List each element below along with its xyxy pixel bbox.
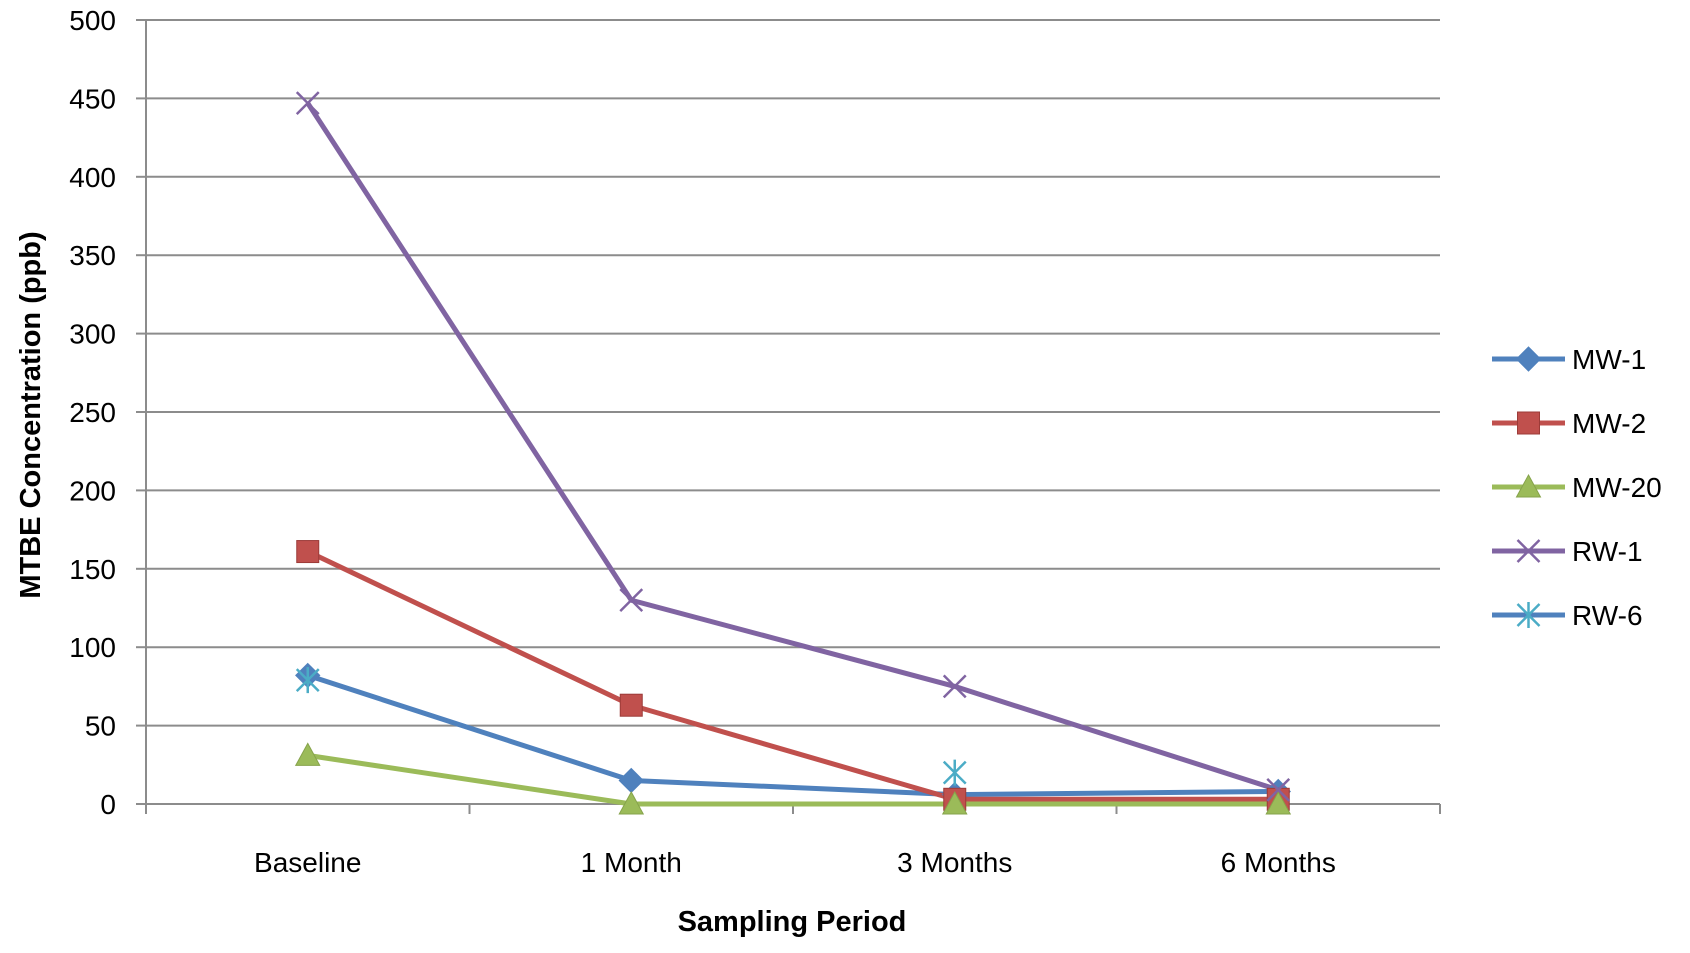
data-point-mw-1 xyxy=(618,767,644,794)
data-point-rw-6 xyxy=(295,667,320,694)
data-point-mw-20 xyxy=(294,742,321,766)
legend-item-mw-2: MW-2 xyxy=(1492,408,1646,439)
legend-item-mw-20: MW-20 xyxy=(1492,472,1662,503)
y-tick-label: 0 xyxy=(100,789,116,820)
y-tick-label: 200 xyxy=(69,475,116,506)
y-tick-labels: 0 50 100 150 200 250 300 350 400 450 500 xyxy=(69,5,116,820)
data-point-mw-2 xyxy=(296,540,320,564)
legend-label: MW-20 xyxy=(1572,472,1662,503)
x-axis-title: Sampling Period xyxy=(678,906,907,938)
y-tick-label: 300 xyxy=(69,319,116,350)
legend-swatch-marker xyxy=(1515,473,1542,498)
legend-item-rw-6: RW-6 xyxy=(1492,600,1643,631)
series-line-rw-1 xyxy=(305,101,1280,793)
series-line-mw-20 xyxy=(307,752,1279,807)
data-point-rw-1 xyxy=(1266,778,1291,802)
data-point-rw-1 xyxy=(619,588,644,613)
legend-item-rw-1: RW-1 xyxy=(1492,536,1643,567)
y-tick-label: 150 xyxy=(69,554,116,585)
x-tick-label: Baseline xyxy=(254,847,361,878)
y-tick-label: 250 xyxy=(69,397,116,428)
x-tick-label: 1 Month xyxy=(581,847,682,878)
legend-swatch-marker xyxy=(1516,539,1541,563)
legend-swatch-marker xyxy=(1517,411,1540,435)
y-tick-label: 450 xyxy=(69,83,116,114)
series-lines xyxy=(305,101,1280,807)
y-tick-label: 500 xyxy=(69,5,116,36)
legend-label: MW-1 xyxy=(1572,344,1646,375)
legend-label: MW-2 xyxy=(1572,408,1646,439)
data-point-rw-1 xyxy=(942,674,967,699)
data-point-rw-1 xyxy=(295,91,320,115)
legend-label: RW-6 xyxy=(1572,600,1643,631)
y-axis-title: MTBE Concentration (ppb) xyxy=(15,231,47,598)
y-tick-label: 50 xyxy=(85,711,116,742)
legend: MW-1 MW-2 MW-20 RW-1 RW-6 xyxy=(1492,344,1662,631)
legend-label: RW-1 xyxy=(1572,536,1643,567)
data-point-mw-20 xyxy=(941,790,968,815)
legend-item-mw-1: MW-1 xyxy=(1492,344,1646,375)
series-line-mw-2 xyxy=(306,549,1279,802)
data-point-rw-6 xyxy=(942,759,967,786)
data-point-mw-20 xyxy=(618,790,645,815)
y-tick-label: 400 xyxy=(69,162,116,193)
legend-swatch-marker xyxy=(1515,346,1542,372)
y-tick-label: 100 xyxy=(69,632,116,663)
gridlines xyxy=(146,19,1440,727)
x-tick-labels: Baseline 1 Month 3 Months 6 Months xyxy=(254,847,1336,878)
series-markers xyxy=(294,91,1292,815)
x-tick-label: 6 Months xyxy=(1221,847,1336,878)
data-point-mw-2 xyxy=(619,693,643,717)
data-point-mw-20 xyxy=(1265,790,1292,815)
series-line-mw-1 xyxy=(306,673,1279,798)
y-tick-label: 350 xyxy=(69,240,116,271)
legend-swatch-marker xyxy=(1516,602,1541,628)
x-tick-label: 3 Months xyxy=(897,847,1012,878)
